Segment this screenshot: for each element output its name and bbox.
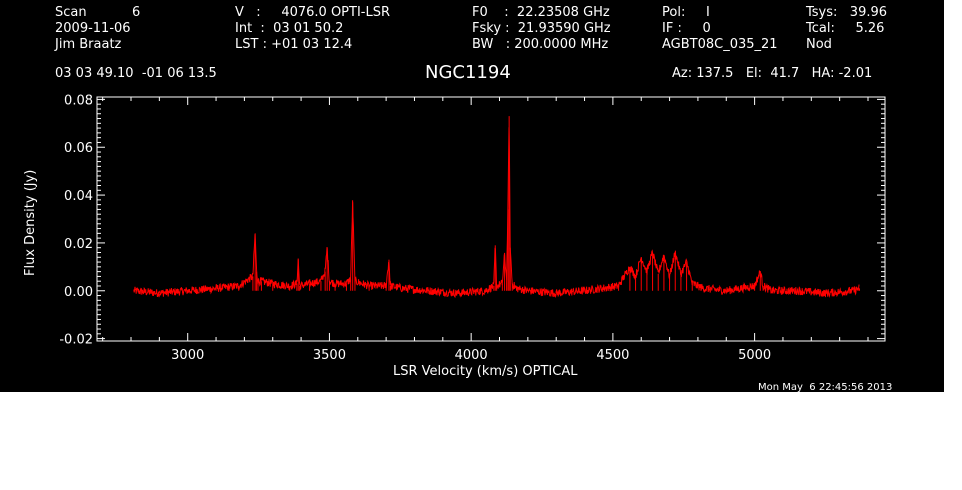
timestamp: Mon May 6 22:45:56 2013 [758, 382, 893, 393]
tick-marks [97, 97, 885, 341]
x-tick-label: 4500 [596, 348, 629, 363]
spectrum-series-line [133, 127, 860, 299]
x-axis-label: LSR Velocity (km/s) OPTICAL [393, 364, 578, 379]
y-tick-label: 0.08 [64, 93, 93, 108]
y-tick-label: 0.06 [64, 141, 93, 156]
tsys-readout: Tsys: 39.96 [806, 5, 888, 20]
source-name: NGC1194 [425, 62, 511, 83]
y-tick-label: -0.02 [59, 333, 93, 348]
plot-frame [96, 96, 886, 342]
source-coordinates: 03 03 49.10 -01 06 13.5 [55, 66, 217, 81]
sky-frequency: Fsky : 21.93590 GHz [472, 21, 611, 36]
project-id: AGBT08C_035_21 [662, 37, 778, 52]
lst-readout: LST : +01 03 12.4 [235, 37, 353, 52]
y-tick-label: 0.04 [64, 189, 93, 204]
az-el-ha-readout: Az: 137.5 El: 41.7 HA: -2.01 [672, 66, 873, 81]
bandwidth: BW : 200.0000 MHz [472, 37, 609, 52]
observation-date: 2009-11-06 [55, 21, 131, 36]
x-tick-label: 4000 [455, 348, 488, 363]
observer-name: Jim Braatz [55, 37, 122, 52]
x-tick-label: 5000 [738, 348, 771, 363]
y-axis-label: Flux Density (Jy) [23, 169, 38, 276]
plot-panel: Scan 6 2009-11-06 Jim Braatz V : 4076.0 … [0, 0, 944, 393]
if-number: IF : 0 [662, 21, 711, 36]
y-tick-label: 0.00 [64, 285, 93, 300]
observing-mode: Nod [806, 37, 832, 52]
y-tick-label: 0.02 [64, 237, 93, 252]
spectrum-chart: 3000 3500 4000 4500 5000 -0.02 0.00 0.02 0.04 0.0… [59, 93, 886, 363]
scan-label: Scan 6 [55, 5, 141, 20]
x-tick-label: 3500 [313, 348, 346, 363]
rest-frequency: F0 : 22.23508 GHz [472, 5, 610, 20]
x-tick-label: 3000 [171, 348, 204, 363]
integration-time: Int : 03 01 50.2 [235, 21, 344, 36]
tcal-readout: Tcal: 5.26 [806, 21, 885, 36]
velocity-readout: V : 4076.0 OPTI-LSR [235, 5, 391, 20]
tick-labels: 3000 3500 4000 4500 5000 -0.02 0.00 0.02 0.04 0.0… [59, 93, 771, 363]
polarization: Pol: I [662, 5, 710, 20]
